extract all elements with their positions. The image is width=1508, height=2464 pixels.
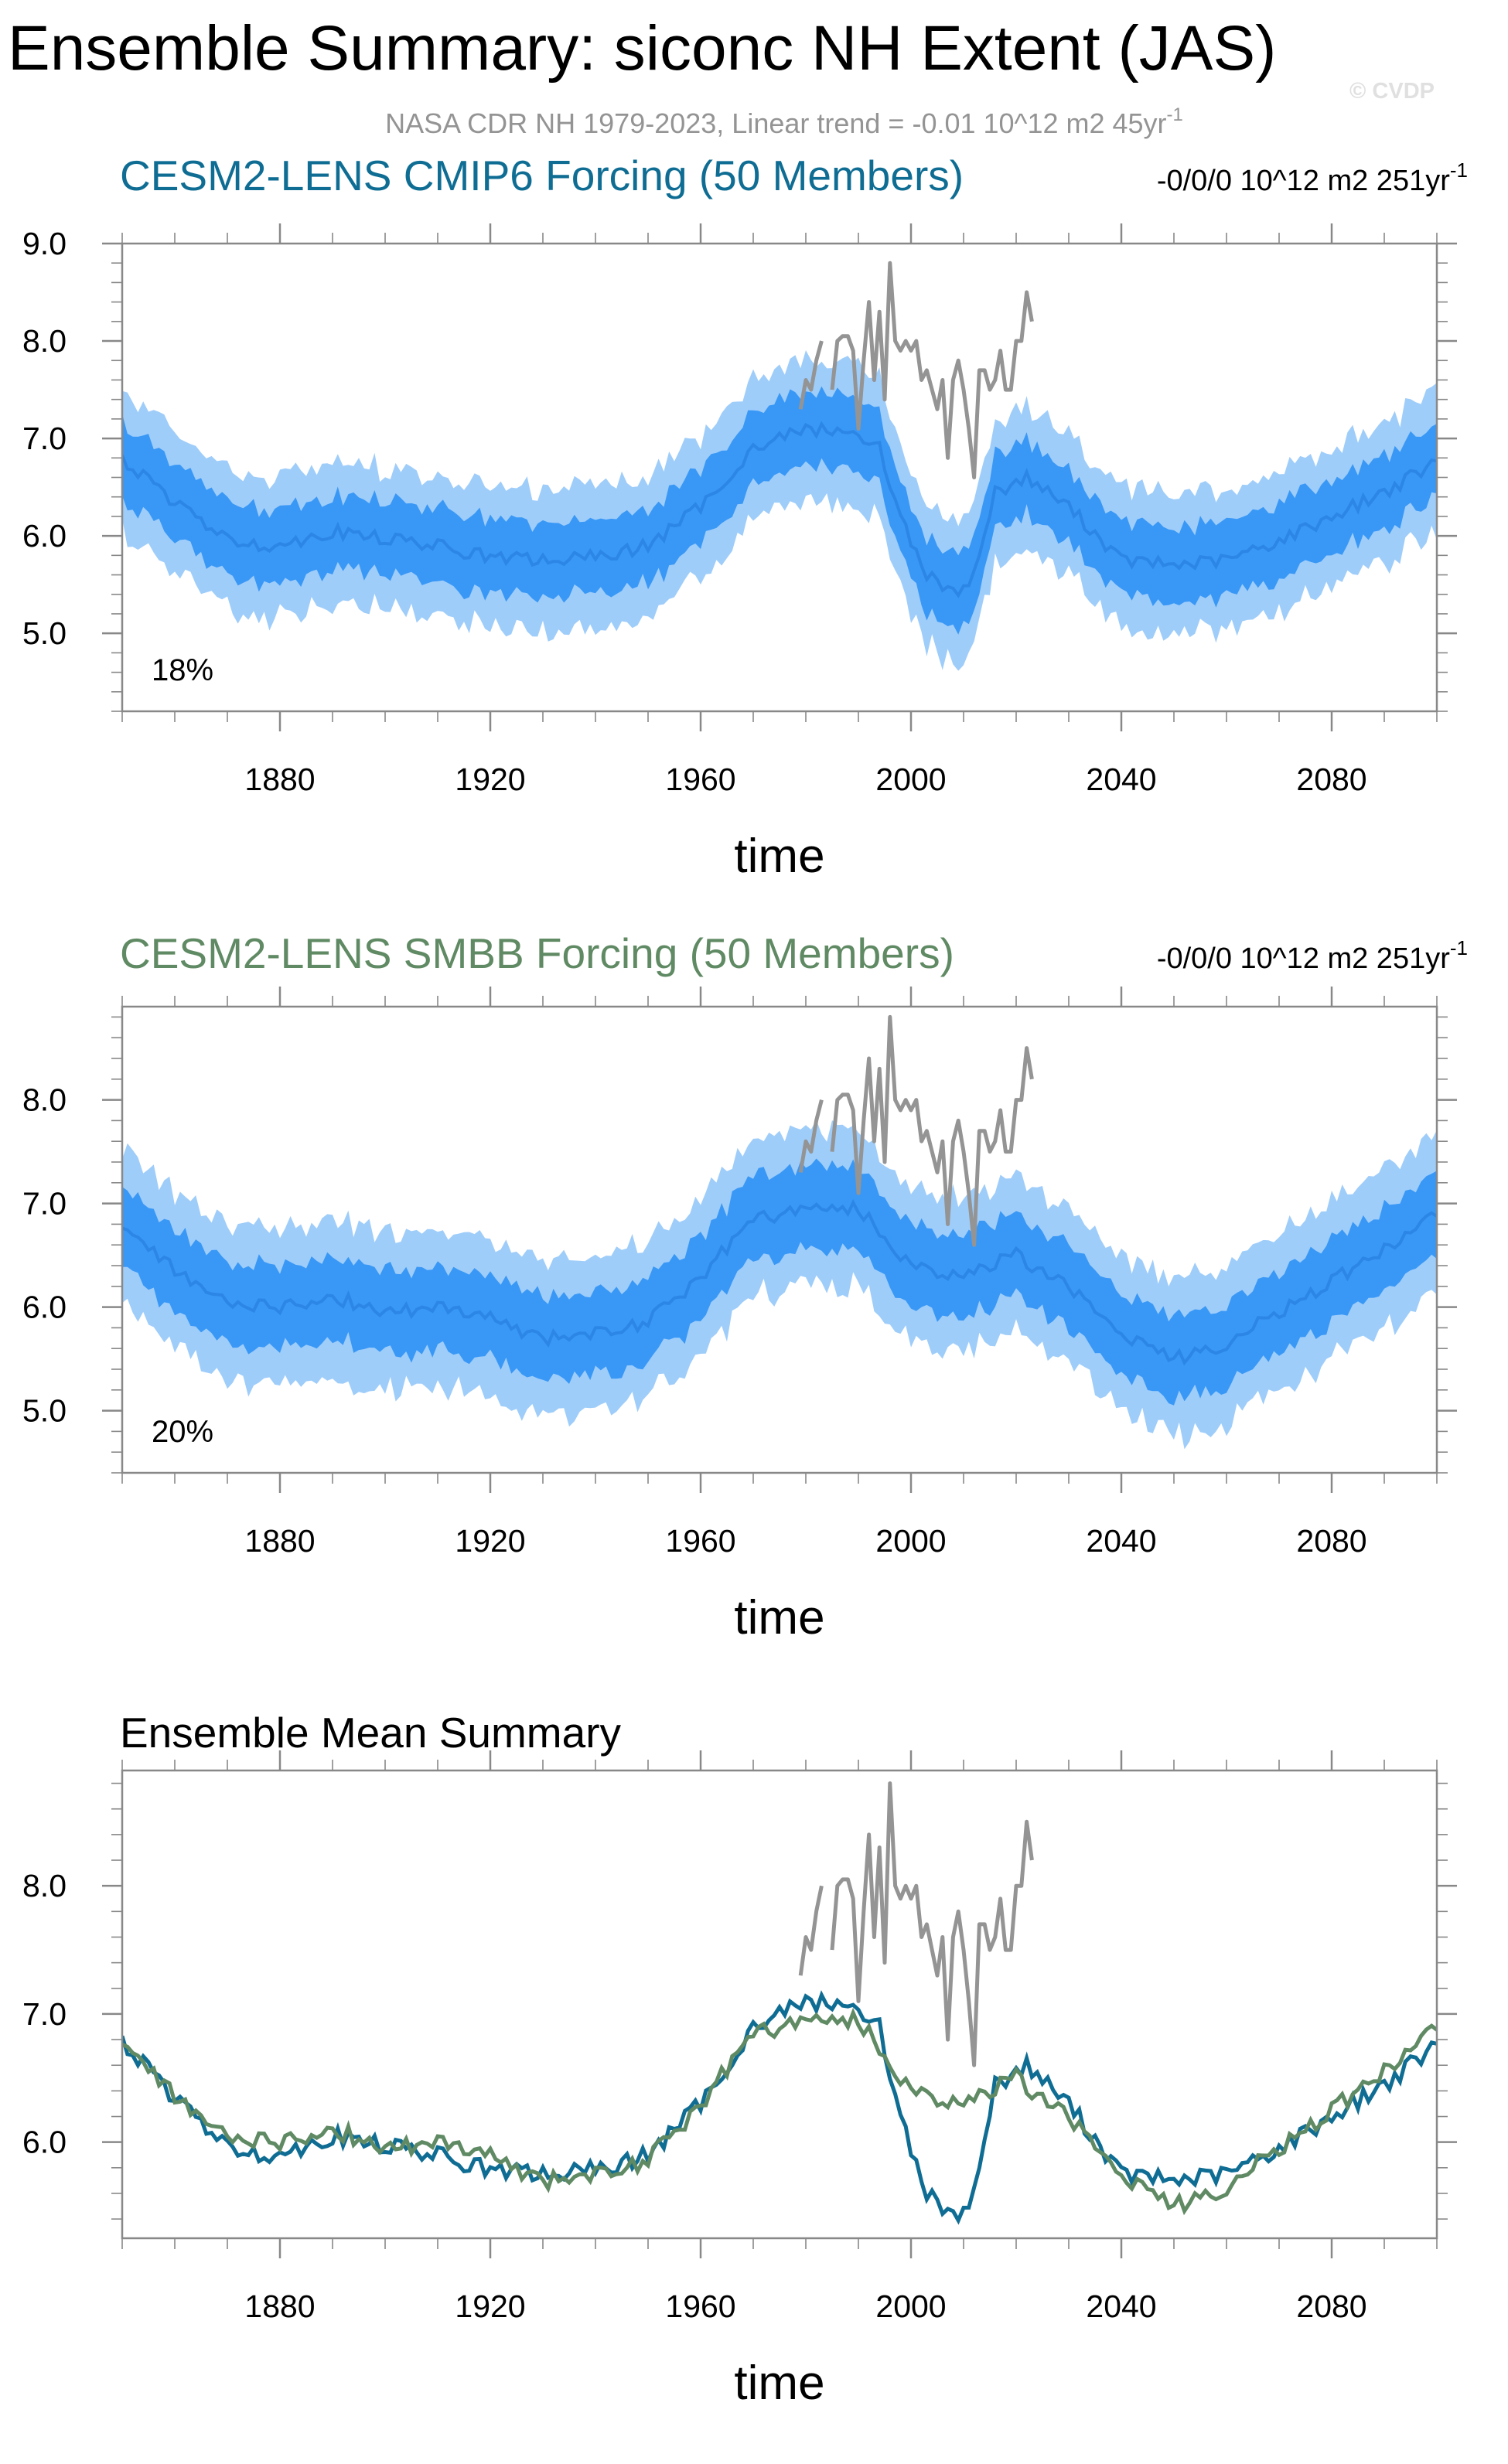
y-tick-label: 8.0 xyxy=(22,323,67,359)
ensemble-outer-band xyxy=(122,350,1437,671)
panel-smbb-plot: 20% 1880 1920 1960 2000 2040 2080 time 5.0 6.0 7.0… xyxy=(22,987,1457,1644)
ensemble-inner-band xyxy=(122,1158,1437,1406)
x-tick-label: 1920 xyxy=(455,1523,525,1559)
x-tick-label: 1920 xyxy=(455,2288,525,2324)
panel-smbb: CESM2-LENS SMBB Forcing (50 Members) -0/… xyxy=(22,929,1468,1644)
main-title: Ensemble Summary: siconc NH Extent (JAS) xyxy=(8,13,1276,83)
x-tick-label: 2080 xyxy=(1296,2288,1366,2324)
x-tick-label: 2040 xyxy=(1086,1523,1156,1559)
x-tick-label: 1920 xyxy=(455,762,525,797)
y-tick-label: 7.0 xyxy=(22,421,67,456)
observations-line xyxy=(798,1781,1034,2067)
panel-mean-summary-plot: 1880 1920 1960 2000 2040 2080 time 6.0 7.0 8.0 xyxy=(22,1750,1457,2410)
panel-cmip6-trend: -0/0/0 10^12 m2 251yr-1 xyxy=(1157,158,1468,197)
panel-cmip6-plot: 18% 1880 1920 1960 2000 2040 2080 time 5.0 6.0 7.0… xyxy=(22,223,1457,883)
panel-cmip6-title: CESM2-LENS CMIP6 Forcing (50 Members) xyxy=(120,152,964,199)
y-tick-label: 5.0 xyxy=(22,615,67,651)
x-tick-label: 2040 xyxy=(1086,2288,1156,2324)
plot-area xyxy=(122,261,1437,671)
y-tick-label: 6.0 xyxy=(22,518,67,554)
x-tick-label: 1960 xyxy=(665,2288,735,2324)
y-tick-label: 9.0 xyxy=(22,226,67,261)
x-axis-label: time xyxy=(734,1591,824,1644)
x-axis-label: time xyxy=(734,2357,824,2410)
observations-line xyxy=(798,261,1034,479)
ensemble-mean-line xyxy=(122,1198,1437,1366)
x-axis-label: time xyxy=(734,830,824,883)
percent-label: 20% xyxy=(152,1415,213,1449)
y-tick-label: 5.0 xyxy=(22,1393,67,1429)
x-tick-label: 1880 xyxy=(244,1523,315,1559)
ensemble-mean-line xyxy=(122,421,1437,598)
y-tick-label: 7.0 xyxy=(22,1996,67,2032)
y-tick-label: 6.0 xyxy=(22,1290,67,1325)
obs-subtitle-text: NASA CDR NH 1979-2023, Linear trend = -0… xyxy=(385,107,1166,139)
ensemble-outer-band xyxy=(122,1120,1437,1450)
panel-smbb-trend: -0/0/0 10^12 m2 251yr-1 xyxy=(1157,936,1468,975)
panel-smbb-trend-text: -0/0/0 10^12 m2 251yr xyxy=(1157,942,1450,975)
x-tick-label: 1880 xyxy=(244,762,315,797)
plot-area xyxy=(122,1014,1437,1450)
y-tick-label: 8.0 xyxy=(22,1082,67,1118)
obs-subtitle-sup: -1 xyxy=(1167,104,1183,125)
x-tick-label: 2080 xyxy=(1296,762,1366,797)
x-tick-label: 2000 xyxy=(875,1523,946,1559)
x-tick-label: 2040 xyxy=(1086,762,1156,797)
x-tick-label: 2000 xyxy=(875,2288,946,2324)
panel-smbb-title: CESM2-LENS SMBB Forcing (50 Members) xyxy=(120,929,954,977)
y-tick-label: 6.0 xyxy=(22,2125,67,2160)
x-tick-label: 1960 xyxy=(665,762,735,797)
x-tick-label: 2080 xyxy=(1296,1523,1366,1559)
y-tick-label: 7.0 xyxy=(22,1186,67,1222)
panel-mean-summary-title: Ensemble Mean Summary xyxy=(120,1709,622,1757)
axes-frame xyxy=(121,1005,1438,1474)
obs-subtitle: NASA CDR NH 1979-2023, Linear trend = -0… xyxy=(385,104,1183,139)
mean-line-smbb xyxy=(122,2007,1437,2216)
ensemble-inner-band xyxy=(122,386,1437,635)
x-tick-label: 1960 xyxy=(665,1523,735,1559)
panel-cmip6-trend-text: -0/0/0 10^12 m2 251yr xyxy=(1157,165,1450,197)
panel-cmip6-trend-sup: -1 xyxy=(1450,158,1468,182)
watermark: © CVDP xyxy=(1349,79,1435,104)
panel-mean-summary: Ensemble Mean Summary 1880 1920 1960 2000 20… xyxy=(22,1709,1457,2410)
y-tick-label: 8.0 xyxy=(22,1868,67,1903)
plot-area xyxy=(122,1781,1437,2225)
percent-label: 18% xyxy=(152,653,213,687)
panel-cmip6: CESM2-LENS CMIP6 Forcing (50 Members) -0… xyxy=(22,152,1468,883)
axes-frame xyxy=(121,1769,1438,2240)
x-tick-label: 2000 xyxy=(875,762,946,797)
observations-line xyxy=(798,1014,1034,1247)
panel-smbb-trend-sup: -1 xyxy=(1450,936,1468,959)
x-tick-label: 1880 xyxy=(244,2288,315,2324)
